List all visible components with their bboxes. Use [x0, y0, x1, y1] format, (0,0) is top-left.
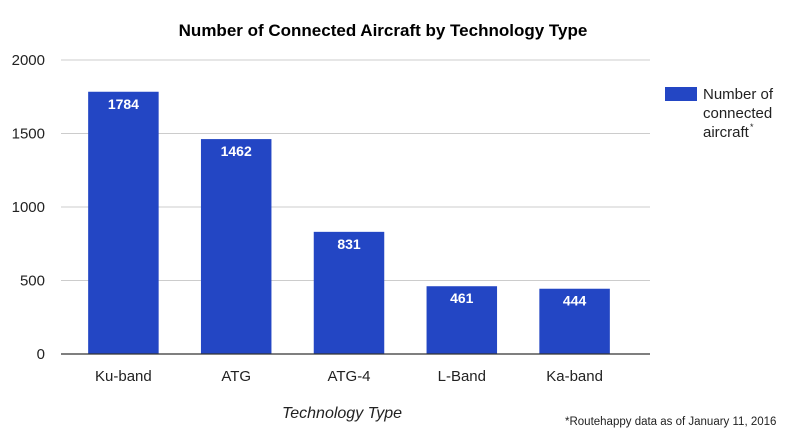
bar-value-label: 461 — [450, 290, 474, 306]
x-axis-ticks: Ku-band ATG ATG-4 L-Band Ka-band — [95, 368, 603, 385]
x-tick-label: Ka-band — [546, 368, 603, 385]
bar-atg — [200, 139, 272, 354]
legend-swatch — [665, 87, 697, 101]
bar-atg-4 — [313, 231, 385, 354]
x-tick-label: ATG-4 — [327, 368, 370, 385]
bar-l-band — [426, 286, 498, 354]
chart-title: Number of Connected Aircraft by Technolo… — [179, 21, 588, 40]
bar-value-label: 1784 — [108, 96, 139, 112]
bar-labels: 1784 1462 831 461 444 — [108, 96, 587, 309]
y-tick-label: 1000 — [12, 199, 45, 216]
bar-value-label: 1462 — [221, 143, 252, 159]
footnote: *Routehappy data as of January 11, 2016 — [565, 416, 776, 428]
y-tick-label: 2000 — [12, 52, 45, 69]
x-tick-label: ATG — [221, 368, 251, 385]
legend-label-line-2: connected — [703, 105, 772, 122]
bar-ka-band — [539, 288, 610, 354]
legend-label-line-1: Number of — [703, 86, 774, 103]
x-tick-label: L-Band — [438, 368, 486, 385]
legend: Number of connected aircraft * — [665, 86, 774, 141]
bar-value-label: 444 — [563, 293, 587, 309]
y-axis-ticks: 0 500 1000 1500 2000 — [12, 52, 45, 363]
y-tick-label: 500 — [20, 273, 45, 290]
x-tick-label: Ku-band — [95, 368, 152, 385]
bar-ku-band — [88, 91, 159, 354]
x-axis-title: Technology Type — [282, 405, 402, 422]
y-tick-label: 1500 — [12, 126, 45, 143]
y-tick-label: 0 — [37, 346, 45, 363]
legend-label-line-3: aircraft — [703, 124, 750, 141]
bar-value-label: 831 — [337, 236, 361, 252]
legend-footnote-marker: * — [750, 122, 754, 132]
bars — [88, 91, 610, 354]
